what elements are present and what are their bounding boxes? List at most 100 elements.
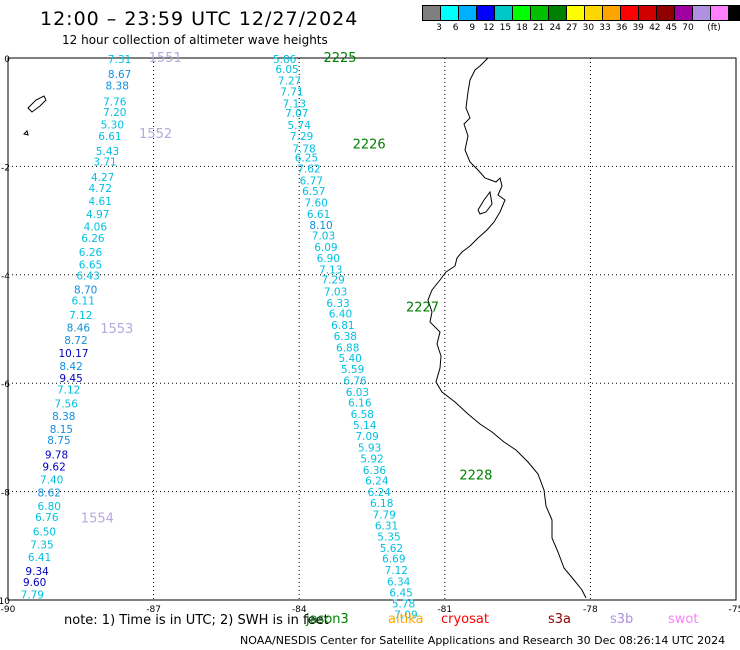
swh-value: 7.60 (304, 198, 327, 210)
swh-value: 7.79 (372, 509, 395, 521)
legend-labels: 3 6 9 12 15 18 21 24 27 30 33 36 39 42 45 70 (ft) (422, 21, 740, 33)
legend-label: 45 (665, 23, 678, 33)
swh-value: 6.26 (79, 247, 103, 259)
swh-value: 8.70 (74, 284, 97, 296)
swh-value: 7.13 (319, 264, 342, 276)
satellite-label: altika (388, 612, 424, 627)
lon-tick-label: -81 (437, 605, 452, 615)
swh-value: 8.38 (106, 81, 129, 93)
swh-value: 6.11 (72, 296, 95, 308)
swh-value: 6.80 (38, 501, 61, 513)
swh-value: 8.46 (67, 322, 91, 334)
swh-value: 7.03 (324, 287, 347, 299)
pass-label: 2228 (459, 468, 492, 483)
swh-value: 8.15 (50, 424, 73, 436)
swh-value: 5.92 (360, 453, 383, 465)
swh-value: 6.03 (346, 387, 369, 399)
swh-value: 7.09 (355, 431, 378, 443)
swh-value: 6.18 (370, 498, 393, 510)
legend-label: 18 (516, 23, 528, 33)
swh-value: 9.62 (42, 462, 65, 474)
map-grid (7, 57, 737, 601)
swh-value: 9.34 (25, 566, 49, 578)
swh-value: 8.10 (309, 220, 332, 232)
axis-labels: -90 -87 -84 -81 -78 -75 0 -2 -4 -6 -8 -10 (0, 55, 740, 615)
swh-value: 8.42 (59, 361, 82, 373)
pass-label: 1554 (81, 512, 114, 527)
lon-tick-label: -87 (146, 605, 161, 615)
island-small (23, 130, 29, 136)
swh-value: 7.31 (108, 54, 131, 66)
swh-value: 6.05 (275, 64, 298, 76)
swh-track-west: 7.318.678.387.767.205.306.615.433.714.27… (21, 54, 132, 601)
swh-value: 6.34 (387, 576, 411, 588)
swh-value: 8.38 (52, 411, 75, 423)
pass-label: 1553 (100, 322, 133, 337)
legend-label: 3 (436, 23, 442, 33)
swh-value: 6.45 (389, 587, 412, 599)
pass-label: 2227 (406, 300, 439, 315)
legend-label: 70 (682, 23, 694, 33)
swh-value: 7.20 (103, 107, 126, 119)
swh-value: 6.81 (331, 320, 354, 332)
pass-labels: 1551 1552 1553 1554 2225 2226 2227 2228 (81, 51, 493, 527)
lat-tick-label: -4 (1, 272, 10, 282)
legend-unit: (ft) (707, 23, 721, 33)
swh-value: 6.61 (307, 209, 330, 221)
swh-value: 8.67 (108, 69, 131, 81)
swh-value: 6.38 (334, 331, 357, 343)
galapagos-islands (23, 95, 47, 136)
lat-tick-label: -10 (0, 597, 10, 607)
swh-value: 6.25 (295, 153, 318, 165)
legend-label: 39 (632, 23, 644, 33)
map-frame (7, 57, 737, 601)
swh-value: 4.72 (89, 183, 112, 195)
legend-label: 15 (499, 23, 512, 33)
legend-label: 24 (549, 23, 561, 33)
swh-value: 4.27 (91, 172, 114, 184)
swh-value: 4.61 (89, 196, 112, 208)
coastline (427, 57, 587, 599)
swh-value: 4.06 (84, 221, 108, 233)
legend-label: 21 (532, 23, 545, 33)
legend-label: 36 (615, 23, 628, 33)
lat-tick-label: -6 (1, 380, 10, 390)
swh-value: 6.50 (33, 527, 56, 539)
swh-value: 6.61 (98, 131, 121, 143)
swh-value: 7.29 (321, 275, 344, 287)
legend-label: 30 (582, 23, 595, 33)
swh-value: 7.12 (69, 310, 92, 322)
satellite-label: s3a (548, 612, 572, 627)
pass-label: 2225 (323, 51, 356, 66)
swh-value: 7.27 (278, 76, 301, 88)
swh-value: 7.07 (285, 108, 308, 120)
legend-swatch (728, 5, 740, 21)
swh-value: 8.72 (64, 335, 87, 347)
swh-value: 9.60 (23, 577, 46, 589)
lon-tick-label: -78 (583, 605, 598, 615)
lon-tick-label: -90 (1, 605, 16, 615)
swh-value: 7.62 (297, 163, 320, 175)
satellite-label: s3b (610, 612, 634, 627)
pass-label: 2226 (353, 138, 386, 153)
legend-label: 12 (483, 23, 495, 33)
lat-tick-label: -8 (1, 489, 10, 499)
pass-label: 1552 (139, 127, 172, 142)
swh-value: 6.57 (302, 186, 325, 198)
swh-value: 6.31 (375, 521, 398, 533)
swh-value: 5.74 (288, 120, 312, 132)
swh-value: 7.35 (30, 540, 53, 552)
swh-value: 6.16 (348, 398, 372, 410)
swh-value: 7.56 (55, 399, 79, 411)
swh-value: 5.14 (353, 420, 377, 432)
swh-value: 6.43 (76, 270, 99, 282)
swh-track-east: 5.866.057.277.717.137.075.747.297.786.25… (273, 54, 418, 622)
island-isabela (27, 95, 47, 113)
legend-label: 42 (649, 23, 661, 33)
swh-value: 8.75 (47, 435, 70, 447)
swh-value: 6.24 (365, 476, 389, 488)
satellite-label: jason3 (306, 612, 349, 627)
swh-value: 7.29 (290, 131, 313, 143)
legend-color-boxes (422, 5, 740, 21)
